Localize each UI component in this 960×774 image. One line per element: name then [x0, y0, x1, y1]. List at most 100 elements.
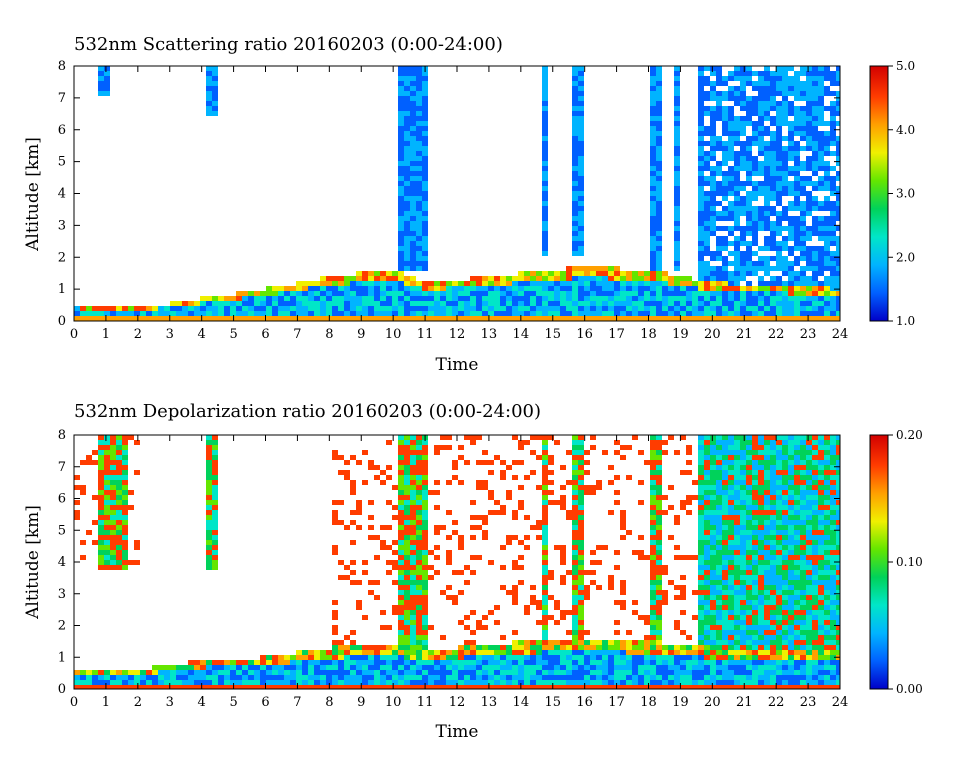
heatmap-cell: [698, 216, 704, 221]
heatmap-cell: [416, 191, 422, 196]
heatmap-cell: [212, 450, 218, 455]
heatmap-cell: [698, 595, 704, 600]
heatmap-cell: [770, 460, 776, 465]
heatmap-cell: [338, 296, 344, 301]
heatmap-cell: [542, 141, 548, 146]
heatmap-cell: [740, 131, 746, 136]
heatmap-cell: [758, 525, 764, 530]
heatmap-cell: [392, 276, 398, 281]
heatmap-cell: [404, 575, 410, 580]
heatmap-cell: [698, 131, 704, 136]
heatmap-cell: [656, 460, 662, 465]
heatmap-cell: [752, 296, 758, 301]
heatmap-cell: [410, 645, 416, 650]
heatmap-cell: [572, 635, 578, 640]
heatmap-cell: [650, 440, 656, 445]
heatmap-cell: [572, 530, 578, 535]
heatmap-cell: [734, 445, 740, 450]
heatmap-cell: [422, 600, 428, 605]
heatmap-cell: [578, 650, 584, 655]
heatmap-cell: [410, 126, 416, 131]
heatmap-cell: [476, 525, 482, 530]
heatmap-cell: [140, 675, 146, 680]
heatmap-cell: [734, 221, 740, 226]
heatmap-cell: [740, 680, 746, 685]
heatmap-cell: [650, 525, 656, 530]
heatmap-cell: [770, 71, 776, 76]
heatmap-cell: [734, 126, 740, 131]
heatmap-cell: [500, 510, 506, 515]
heatmap-cell: [752, 495, 758, 500]
heatmap-cell: [416, 196, 422, 201]
heatmap-cell: [326, 306, 332, 311]
heatmap-cell: [752, 106, 758, 111]
heatmap-cell: [596, 266, 602, 271]
heatmap-cell: [74, 670, 80, 675]
heatmap-cell: [776, 81, 782, 86]
heatmap-cell: [476, 655, 482, 660]
heatmap-cell: [764, 505, 770, 510]
heatmap-cell: [608, 281, 614, 286]
heatmap-cell: [728, 470, 734, 475]
heatmap-cell: [206, 510, 212, 515]
heatmap-cell: [260, 291, 266, 296]
heatmap-cell: [830, 311, 836, 316]
heatmap-cell: [626, 445, 632, 450]
heatmap-cell: [452, 520, 458, 525]
heatmap-cell: [776, 460, 782, 465]
heatmap-cell: [446, 291, 452, 296]
heatmap-cell: [368, 665, 374, 670]
heatmap-cell: [818, 91, 824, 96]
heatmap-cell: [560, 670, 566, 675]
heatmap-cell: [710, 271, 716, 276]
heatmap-cell: [698, 286, 704, 291]
heatmap-cell: [704, 266, 710, 271]
heatmap-cell: [188, 660, 194, 665]
heatmap-cell: [512, 595, 518, 600]
heatmap-cell: [716, 675, 722, 680]
heatmap-cell: [776, 116, 782, 121]
heatmap-cell: [578, 311, 584, 316]
heatmap-cell: [758, 296, 764, 301]
heatmap-cell: [710, 251, 716, 256]
heatmap-cell: [716, 141, 722, 146]
heatmap-cell: [722, 635, 728, 640]
heatmap-cell: [404, 540, 410, 545]
heatmap-cell: [206, 665, 212, 670]
heatmap-cell: [410, 161, 416, 166]
heatmap-cell: [572, 91, 578, 96]
heatmap-cell: [668, 291, 674, 296]
heatmap-cell: [320, 675, 326, 680]
heatmap-cell: [134, 470, 140, 475]
heatmap-cell: [746, 226, 752, 231]
heatmap-cell: [686, 306, 692, 311]
heatmap-cell: [410, 156, 416, 161]
heatmap-cell: [740, 545, 746, 550]
heatmap-cell: [782, 211, 788, 216]
heatmap-cell: [824, 296, 830, 301]
heatmap-cell: [710, 645, 716, 650]
heatmap-cell: [764, 665, 770, 670]
heatmap-cell: [536, 675, 542, 680]
heatmap-cell: [818, 221, 824, 226]
heatmap-cell: [542, 291, 548, 296]
heatmap-cell: [758, 575, 764, 580]
heatmap-cell: [770, 490, 776, 495]
heatmap-cell: [818, 131, 824, 136]
heatmap-cell: [722, 76, 728, 81]
heatmap-cell: [716, 116, 722, 121]
heatmap-cell: [794, 81, 800, 86]
heatmap-cell: [578, 296, 584, 301]
heatmap-cell: [512, 590, 518, 595]
heatmap-cell: [656, 266, 662, 271]
heatmap-cell: [404, 625, 410, 630]
heatmap-cell: [788, 191, 794, 196]
heatmap-cell: [752, 291, 758, 296]
heatmap-cell: [404, 670, 410, 675]
heatmap-cell: [104, 670, 110, 675]
heatmap-cell: [812, 111, 818, 116]
heatmap-cell: [770, 580, 776, 585]
heatmap-cell: [212, 111, 218, 116]
heatmap-cell: [716, 91, 722, 96]
heatmap-cell: [662, 296, 668, 301]
